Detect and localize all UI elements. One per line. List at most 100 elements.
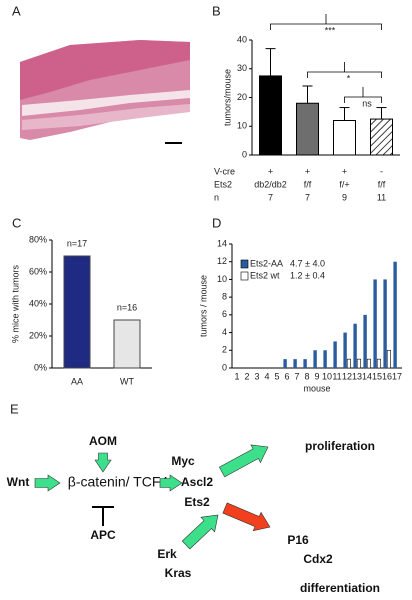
significance-bracket: [307, 62, 382, 78]
bar: [366, 358, 371, 369]
y-tick-label: 30: [237, 63, 247, 73]
y-tick-label: 40%: [29, 298, 47, 308]
bar: [343, 332, 347, 368]
bar: [333, 120, 356, 156]
significance-label: ns: [362, 98, 372, 108]
bar: [259, 75, 282, 156]
arrow: [222, 502, 271, 532]
panel-label: D: [212, 215, 221, 230]
y-tick-label: 4: [222, 327, 227, 337]
y-axis-label: % mice with tumors: [10, 264, 20, 343]
bar-annotation: n=16: [117, 302, 137, 312]
x-tick-label: 17: [392, 371, 402, 381]
panel-label: A: [12, 3, 21, 18]
row-value: f/f: [378, 179, 386, 189]
legend-stat: 1.2 ± 0.4: [290, 270, 325, 280]
diagram-node: β-catenin/ TCF4: [68, 474, 169, 490]
row-label: V-cre: [214, 166, 235, 176]
arrow: [159, 474, 183, 492]
y-tick-label: 12: [217, 256, 227, 266]
row-value: +: [305, 166, 310, 176]
row-value: 7: [305, 192, 310, 202]
bar: [323, 350, 327, 368]
significance-label: *: [347, 73, 351, 83]
y-tick-label: 2: [222, 345, 227, 355]
y-axis-label: tumors/mouse: [222, 69, 232, 126]
row-value: -: [380, 166, 383, 176]
x-tick-label: 2: [244, 371, 249, 381]
legend-swatch: [240, 271, 249, 281]
bar: [383, 279, 387, 368]
x-tick-label: 8: [304, 371, 309, 381]
x-tick-label: 14: [362, 371, 372, 381]
bar: [333, 341, 337, 368]
bar: [393, 261, 397, 368]
diagram-node: differentiation: [300, 581, 380, 595]
row-value: 7: [268, 192, 273, 202]
bar: [303, 359, 307, 368]
diagram-node: Ets2: [184, 495, 210, 509]
y-tick-label: 10: [217, 274, 227, 284]
bar-annotation: n=17: [67, 238, 87, 248]
diagram-node: Erk: [157, 547, 177, 561]
diagram-node: proliferation: [305, 439, 375, 453]
bar: [283, 359, 287, 368]
row-label: Ets2: [214, 179, 232, 189]
bar: [370, 118, 393, 156]
diagram-node: Myc: [171, 454, 195, 468]
bar: [296, 102, 319, 156]
row-value: f/+: [339, 179, 349, 189]
arrow: [94, 452, 112, 473]
bar: [293, 359, 297, 368]
x-tick-label: WT: [120, 376, 134, 386]
y-tick-label: 0: [222, 362, 227, 372]
row-value: +: [268, 166, 273, 176]
bar: [313, 350, 317, 368]
x-tick-label: 6: [284, 371, 289, 381]
arrow: [34, 474, 61, 492]
diagram-node: Kras: [165, 566, 192, 580]
histology-image: [20, 40, 190, 144]
significance-label: ***: [325, 25, 336, 35]
y-tick-label: 60%: [29, 266, 47, 276]
bar: [376, 358, 381, 369]
y-tick-label: 0%: [34, 362, 47, 372]
x-tick-label: 15: [372, 371, 382, 381]
bar: [353, 323, 357, 368]
legend-label: Ets2-AA: [250, 258, 283, 268]
x-tick-label: 10: [322, 371, 332, 381]
y-tick-label: 80%: [29, 234, 47, 244]
bar: [113, 319, 141, 369]
y-tick-label: 10: [237, 121, 247, 131]
x-tick-label: 13: [352, 371, 362, 381]
bar: [63, 255, 91, 369]
bar: [356, 358, 361, 369]
y-tick-label: 0: [242, 149, 247, 159]
bar: [386, 349, 391, 369]
y-axis-label: tumors / mouse: [198, 275, 208, 337]
x-tick-label: 7: [294, 371, 299, 381]
significance-bracket: [344, 87, 382, 103]
x-tick-label: 9: [314, 371, 319, 381]
row-label: n: [214, 192, 219, 202]
row-value: f/f: [304, 179, 312, 189]
panel-label: E: [10, 401, 19, 416]
bar: [373, 279, 377, 368]
x-tick-label: 12: [342, 371, 352, 381]
y-tick-label: 20: [237, 92, 247, 102]
arrow: [181, 514, 219, 550]
y-tick-label: 20%: [29, 330, 47, 340]
arrow: [218, 444, 269, 478]
diagram-node: Ascl2: [181, 475, 213, 489]
y-tick-label: 14: [217, 238, 227, 248]
x-tick-label: 4: [264, 371, 269, 381]
legend-stat: 4.7 ± 4.0: [290, 258, 325, 268]
bar: [363, 314, 367, 368]
x-tick-label: 11: [332, 371, 341, 381]
row-value: +: [342, 166, 347, 176]
y-tick-label: 40: [237, 34, 247, 44]
panel-label: B: [212, 3, 221, 18]
row-value: 11: [377, 192, 386, 202]
diagram-node: APC: [90, 528, 116, 542]
